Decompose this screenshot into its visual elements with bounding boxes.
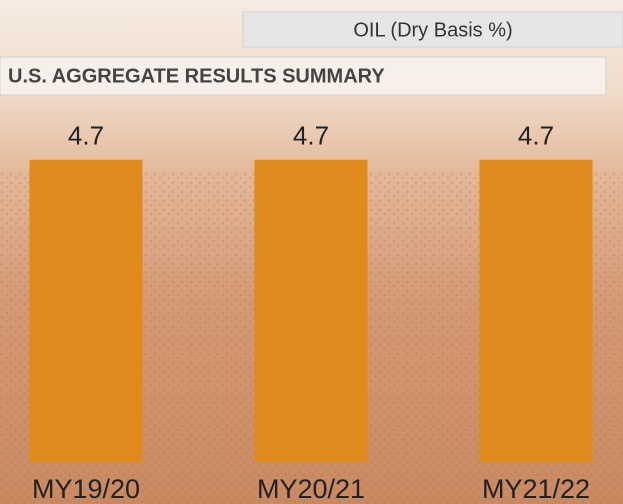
x-tick-label: MY21/22 <box>482 474 590 504</box>
bar <box>255 160 368 462</box>
x-tick-label: MY20/21 <box>257 474 365 504</box>
bar <box>30 160 143 462</box>
data-label: 4.7 <box>293 121 329 151</box>
x-tick-label: MY19/20 <box>32 474 140 504</box>
data-label: 4.7 <box>68 121 104 151</box>
chart: OIL (Dry Basis %) U.S. AGGREGATE RESULTS… <box>0 0 623 504</box>
data-label: 4.7 <box>518 121 554 151</box>
chart-title: OIL (Dry Basis %) <box>353 19 512 41</box>
bar <box>480 160 593 462</box>
chart-subtitle: U.S. AGGREGATE RESULTS SUMMARY <box>8 65 385 87</box>
